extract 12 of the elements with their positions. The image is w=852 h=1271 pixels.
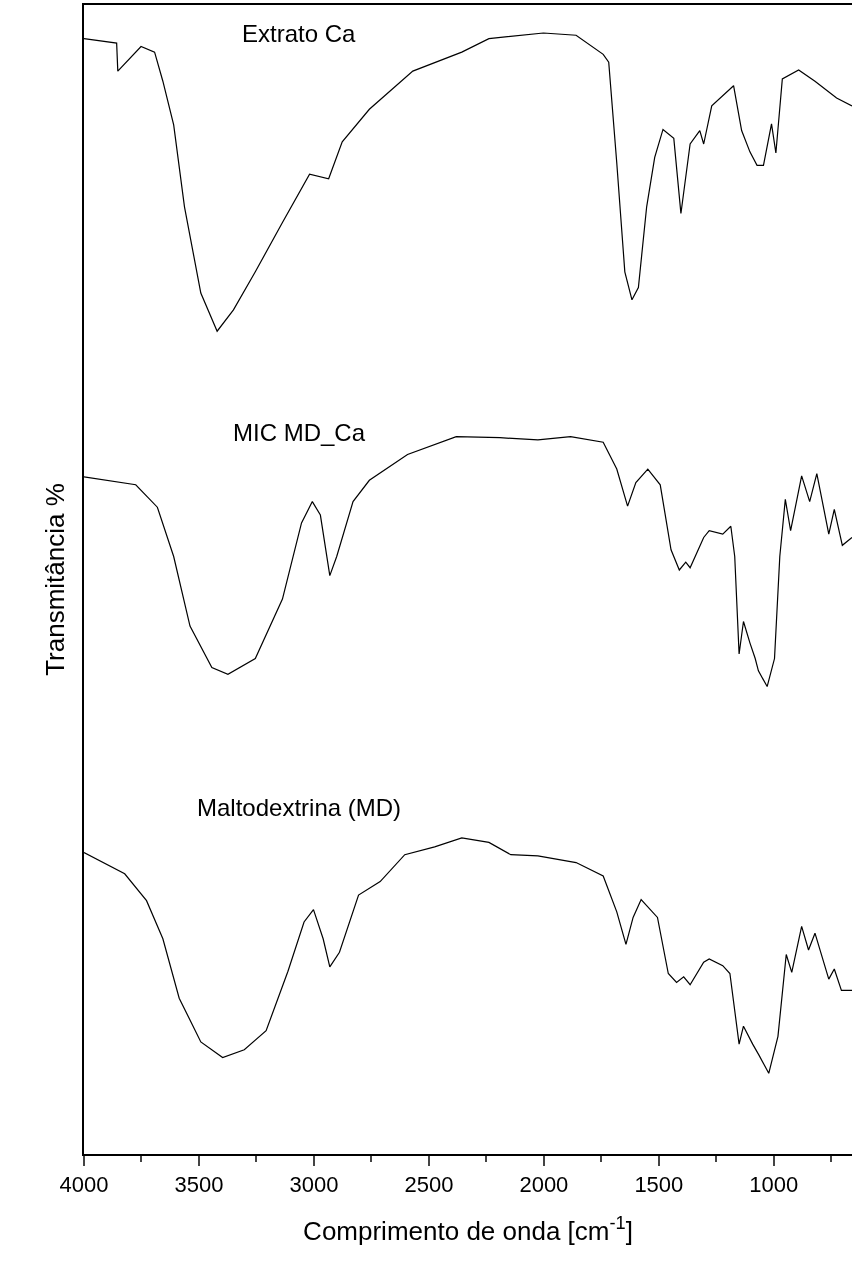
x-tick-label: 1000 bbox=[749, 1172, 799, 1198]
x-tick-label: 1500 bbox=[634, 1172, 684, 1198]
y-axis-title: Transmitância % bbox=[39, 483, 70, 676]
x-tick-label: 4000 bbox=[59, 1172, 109, 1198]
text: Extrato Ca bbox=[242, 20, 357, 47]
x-tick-label: 2500 bbox=[404, 1172, 454, 1198]
x-tick-label: 2000 bbox=[519, 1172, 569, 1198]
series-label: Maltodextrina (MD) bbox=[197, 794, 402, 821]
series-label: MIC MD_Ca bbox=[233, 419, 366, 446]
x-tick-label: 3000 bbox=[289, 1172, 339, 1198]
x-axis-title: Comprimento de onda [cm$^{-1}$] bbox=[303, 1212, 633, 1246]
x-tick-label: 3500 bbox=[174, 1172, 224, 1198]
